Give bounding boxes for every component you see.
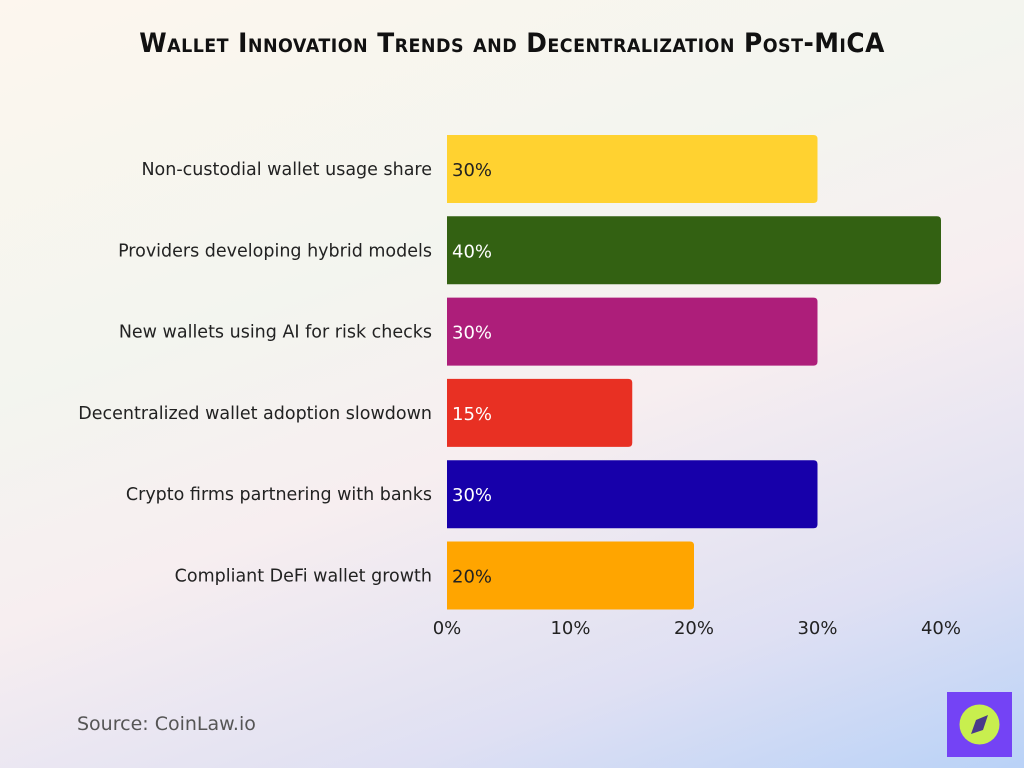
category-label: New wallets using AI for risk checks <box>119 323 432 343</box>
data-label: 30% <box>452 485 492 506</box>
category-label: Decentralized wallet adoption slowdown <box>78 404 432 424</box>
bar <box>447 216 941 285</box>
data-label: 30% <box>452 160 492 181</box>
compass-icon <box>959 704 1000 745</box>
category-label: Compliant DeFi wallet growth <box>175 567 432 587</box>
x-tick-label: 40% <box>921 618 961 639</box>
category-label: Providers developing hybrid models <box>118 241 432 261</box>
category-label: Crypto firms partnering with banks <box>126 485 432 505</box>
data-label: 40% <box>452 241 492 262</box>
data-label: 15% <box>452 404 492 425</box>
bar <box>447 135 818 203</box>
x-tick-label: 0% <box>433 618 462 639</box>
bar <box>447 297 818 366</box>
data-label: 30% <box>452 323 492 344</box>
bar <box>447 378 633 447</box>
source-text: Source: CoinLaw.io <box>77 713 256 735</box>
logo <box>947 692 1012 757</box>
chart-title: Wallet Innovation Trends and Decentraliz… <box>139 28 885 59</box>
x-tick-label: 10% <box>550 618 590 639</box>
x-tick-label: 20% <box>674 618 714 639</box>
x-tick-label: 30% <box>797 618 837 639</box>
bar <box>447 541 694 610</box>
bar <box>447 460 818 529</box>
category-label: Non-custodial wallet usage share <box>141 160 432 180</box>
data-label: 20% <box>452 567 492 588</box>
